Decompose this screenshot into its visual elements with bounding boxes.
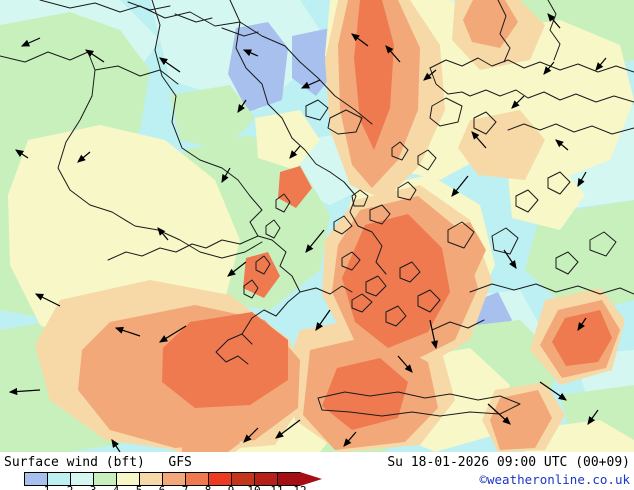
wind-map-canvas[interactable] (0, 0, 634, 452)
legend-title-text: Surface wind (bft) (4, 455, 145, 470)
legend-swatch-9 (208, 472, 231, 486)
legend-tick-9: 9 (228, 484, 235, 490)
coastline-layer (0, 0, 634, 417)
legend-tick-4: 4 (113, 484, 120, 490)
legend-swatch-12 (277, 472, 300, 486)
legend-tick-7: 7 (182, 484, 189, 490)
legend-swatch-1 (24, 472, 47, 486)
legend-title: Surface wind (bft) GFS (4, 455, 192, 470)
copyright-link[interactable]: ©weatheronline.co.uk (479, 472, 630, 487)
band-group-bft8 (162, 0, 612, 430)
model-name: GFS (168, 455, 192, 470)
legend-tick-6: 6 (159, 484, 166, 490)
legend-tick-10: 10 (247, 484, 260, 490)
legend-tick-12: 12 (293, 484, 306, 490)
legend-tick-row: 123456789101112 (24, 484, 322, 490)
wind-arrow-layer (8, 13, 607, 452)
legend-colorbar[interactable]: 123456789101112 (24, 472, 322, 490)
legend-tick-8: 8 (205, 484, 212, 490)
legend-swatch-11 (254, 472, 277, 486)
legend-swatch-row (24, 472, 322, 486)
legend-arrow-tip-icon (300, 472, 322, 486)
legend-tick-2: 2 (67, 484, 74, 490)
legend-swatch-6 (139, 472, 162, 486)
wind-field-svg (0, 0, 634, 452)
legend-swatch-3 (70, 472, 93, 486)
legend-swatch-2 (47, 472, 70, 486)
legend-tick-5: 5 (136, 484, 143, 490)
legend-swatch-7 (162, 472, 185, 486)
legend-tick-3: 3 (90, 484, 97, 490)
run-timestamp: Su 18-01-2026 09:00 UTC (00+09) (387, 455, 630, 470)
legend-swatch-8 (185, 472, 208, 486)
legend-tick-1: 1 (44, 484, 51, 490)
legend-tick-11: 11 (270, 484, 283, 490)
legend-footer: Surface wind (bft) GFS Su 18-01-2026 09:… (0, 452, 634, 490)
legend-swatch-4 (93, 472, 116, 486)
legend-swatch-5 (116, 472, 139, 486)
legend-swatch-10 (231, 472, 254, 486)
